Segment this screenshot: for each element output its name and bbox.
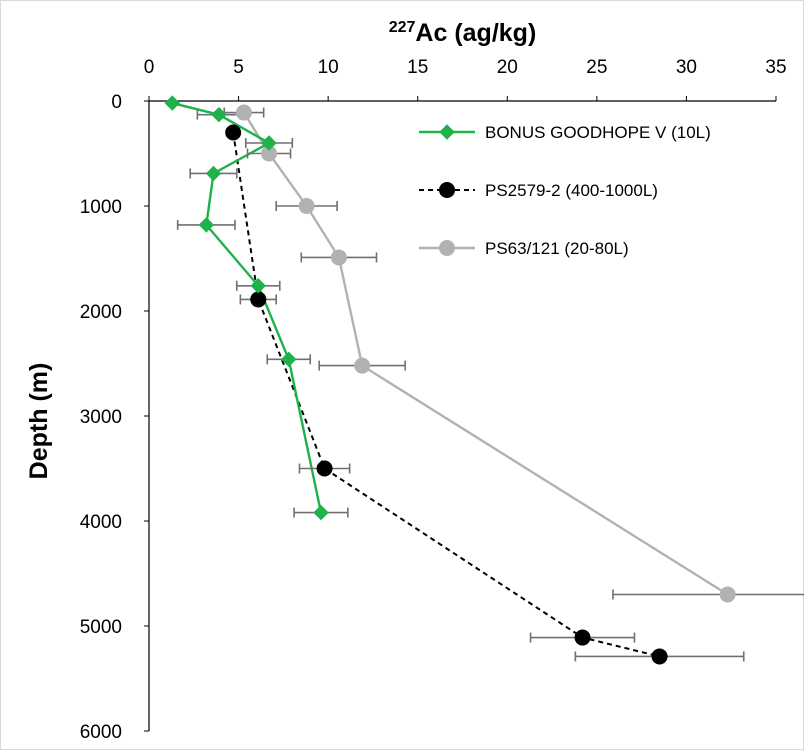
plot-area — [164, 95, 804, 665]
data-point-series-2 — [225, 124, 242, 141]
legend-label: PS63/121 (20-80L) — [485, 239, 629, 258]
data-point-series-2 — [316, 460, 333, 477]
x-tick-label: 25 — [586, 57, 607, 78]
x-axis-title-main: Ac (ag/kg) — [415, 19, 536, 47]
data-point-series-2 — [651, 648, 668, 665]
series-markers — [164, 95, 736, 665]
legend-item-1: BONUS GOODHOPE V (10L) — [419, 123, 711, 142]
y-tick-label: 4000 — [80, 512, 122, 533]
data-point-series-3 — [261, 145, 278, 162]
legend-marker — [439, 182, 455, 198]
series-line-3 — [242, 111, 729, 596]
x-tick-label: 10 — [318, 57, 339, 78]
legend-label: PS2579-2 (400-1000L) — [485, 181, 658, 200]
legend-item-2: PS2579-2 (400-1000L) — [419, 181, 658, 200]
x-tick-label: 30 — [676, 57, 697, 78]
x-tick-label: 15 — [407, 57, 428, 78]
x-tick-label: 5 — [233, 57, 244, 78]
data-point-series-3 — [235, 104, 252, 121]
y-tick-label: 1000 — [80, 197, 122, 218]
data-point-series-3 — [330, 249, 347, 266]
data-point-series-1 — [205, 165, 222, 182]
legend-marker — [439, 124, 455, 140]
data-point-series-3 — [719, 586, 736, 603]
legend: BONUS GOODHOPE V (10L) PS2579-2 (400-1000… — [419, 123, 711, 258]
data-point-series-1 — [313, 504, 329, 521]
x-tick-label: 0 — [144, 57, 155, 78]
x-axis-title-superscript: 227 — [389, 19, 416, 36]
x-tick-label: 35 — [765, 57, 786, 78]
data-point-series-1 — [164, 95, 180, 111]
data-point-series-1 — [198, 217, 215, 233]
data-point-series-1 — [261, 135, 277, 151]
y-axis: 0 1000 2000 3000 4000 5000 6000 — [80, 92, 150, 743]
data-point-series-1 — [211, 106, 227, 123]
y-tick-label: 3000 — [80, 407, 122, 428]
legend-label: BONUS GOODHOPE V (10L) — [485, 123, 711, 142]
y-tick-label: 0 — [111, 92, 122, 113]
data-point-series-1 — [250, 278, 266, 294]
data-point-series-2 — [574, 629, 591, 646]
x-axis-title: 227Ac (ag/kg) — [389, 19, 537, 47]
series-line-2 — [232, 132, 660, 658]
series-line-1 — [171, 101, 323, 513]
legend-marker — [439, 240, 455, 256]
y-tick-label: 6000 — [80, 722, 122, 743]
data-point-series-3 — [298, 198, 315, 214]
x-axis: 0 5 10 15 20 25 30 35 — [144, 57, 787, 102]
data-point-series-2 — [250, 291, 267, 308]
y-tick-label: 2000 — [80, 302, 122, 323]
series-lines — [171, 101, 729, 658]
data-point-series-3 — [354, 357, 371, 374]
x-tick-label: 20 — [497, 57, 518, 78]
legend-item-3: PS63/121 (20-80L) — [419, 239, 629, 258]
data-point-series-1 — [281, 351, 297, 368]
y-axis-title: Depth (m) — [25, 363, 53, 480]
y-tick-label: 5000 — [80, 617, 122, 638]
